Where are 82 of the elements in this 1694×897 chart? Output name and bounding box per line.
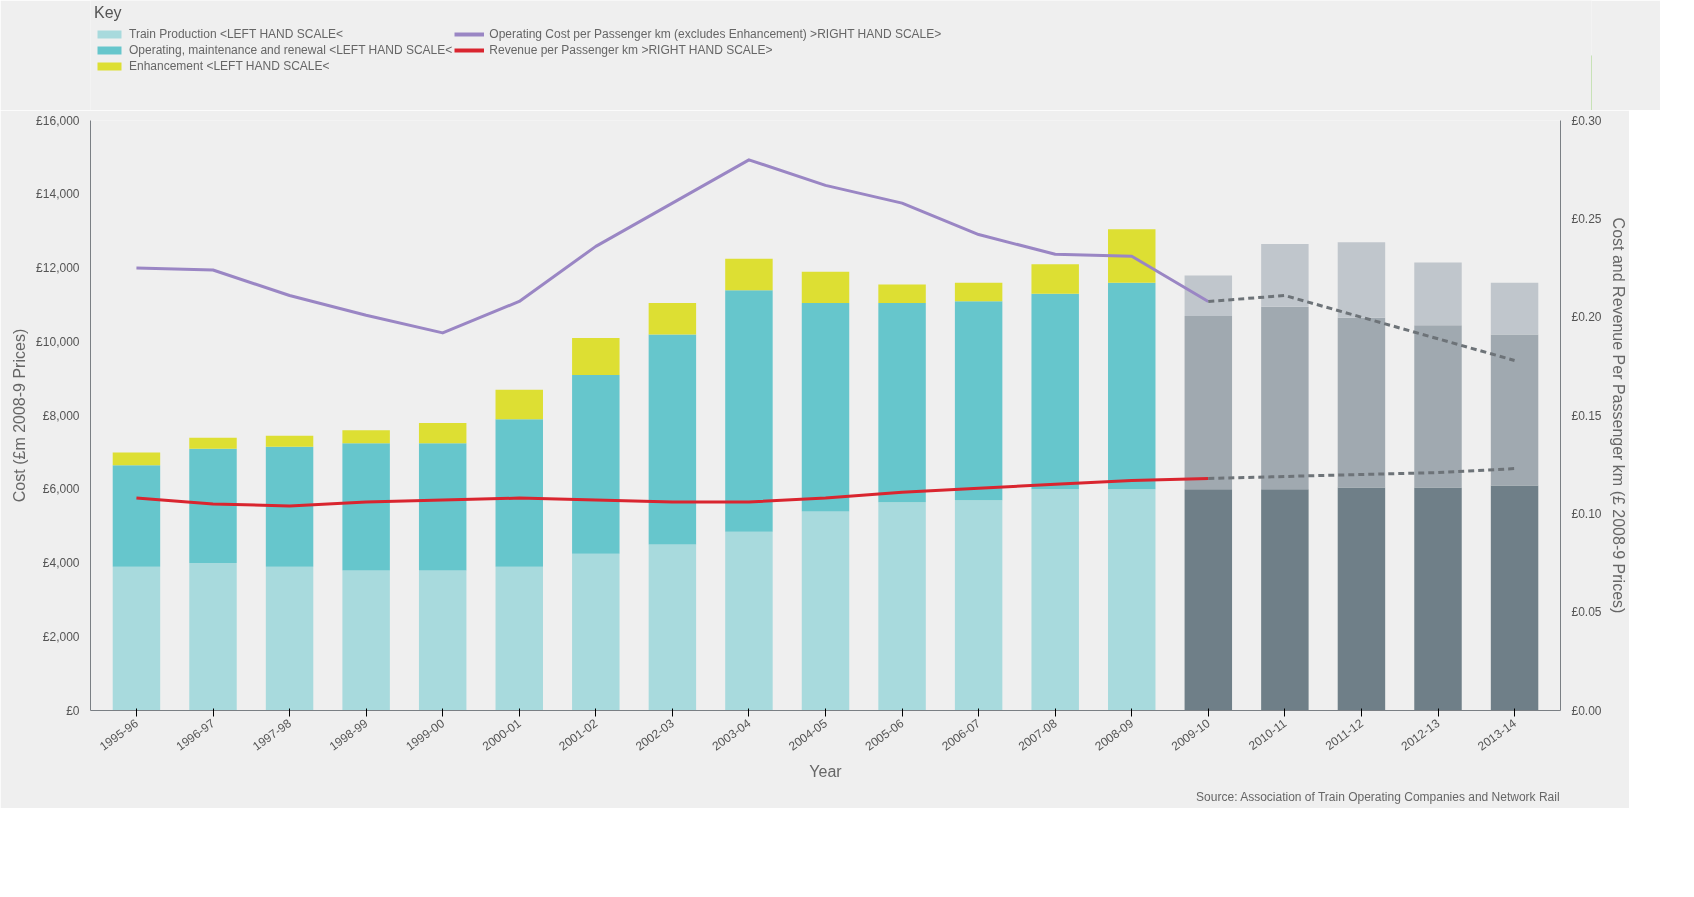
bar — [801, 511, 850, 711]
bar — [189, 437, 237, 449]
bar — [112, 465, 161, 567]
bar — [1337, 317, 1386, 488]
line-series — [134, 158, 1210, 335]
bar — [1414, 325, 1462, 488]
y-tick-label: £2,000 — [42, 629, 80, 644]
bar — [1337, 242, 1386, 318]
bar — [878, 303, 926, 503]
y2-axis-title: Cost and Revenue Per Passenger km (£ 2008-9 Prices) — [1609, 217, 1627, 614]
y2-tick-label: £0.25 — [1571, 211, 1602, 226]
bar — [878, 284, 926, 304]
bar — [418, 443, 467, 571]
line-series — [1206, 467, 1517, 480]
bar — [1031, 489, 1079, 711]
bar — [648, 334, 697, 545]
bar — [1031, 264, 1079, 294]
bar — [1414, 262, 1462, 326]
bar — [265, 435, 314, 447]
bar — [342, 443, 390, 571]
bar — [1261, 306, 1309, 490]
bar — [572, 553, 620, 711]
y2-tick-label: £0.15 — [1571, 408, 1602, 423]
y-tick-label: £10,000 — [36, 334, 80, 349]
legend-label: Operating, maintenance and renewal <LEFT HAND SCALE< — [129, 43, 453, 57]
bar — [954, 282, 1003, 302]
bar — [495, 566, 543, 711]
bar — [572, 338, 620, 375]
bar — [1490, 282, 1539, 335]
line-series — [1206, 294, 1517, 362]
bar — [1184, 275, 1233, 316]
y-tick-label: £4,000 — [42, 556, 80, 570]
legend-label: Enhancement <LEFT HAND SCALE< — [129, 59, 330, 73]
bar — [112, 566, 161, 711]
y2-tick-label: £0.20 — [1571, 310, 1602, 325]
bar — [801, 303, 850, 512]
legend-label: Train Production <LEFT HAND SCALE< — [129, 27, 344, 41]
bar — [265, 566, 314, 711]
bar — [495, 389, 543, 420]
y-tick-label: £8,000 — [42, 408, 80, 423]
bar — [1184, 315, 1233, 490]
bar — [1108, 282, 1156, 490]
bar — [418, 422, 467, 444]
bar — [572, 374, 620, 554]
legend-label: Operating Cost per Passenger km (excludes Enhancement) >RIGHT HAND SCALE> — [489, 27, 942, 41]
bar — [954, 301, 1003, 501]
bar — [878, 502, 926, 711]
bar — [1261, 244, 1309, 307]
bar — [418, 570, 467, 711]
x-axis-title: Year — [809, 762, 843, 780]
bar — [1108, 229, 1156, 283]
bar — [495, 419, 543, 567]
y-tick-label: £14,000 — [36, 187, 80, 202]
y-tick-label: £6,000 — [42, 482, 80, 497]
y-axis-title: Cost (£m 2008-9 Prices) — [11, 328, 29, 503]
bar — [725, 258, 773, 291]
y-tick-label: £12,000 — [36, 261, 80, 275]
bar — [189, 563, 237, 711]
source-note: Source: Association of Train Operating Companies and Network Rail — [1196, 789, 1560, 804]
bar — [1108, 489, 1156, 711]
y2-tick-label: £0.30 — [1571, 113, 1602, 128]
bar — [112, 452, 161, 466]
y-tick-label: £16,000 — [36, 113, 80, 128]
bar — [189, 448, 237, 563]
legend-title: Key — [94, 4, 123, 22]
y2-tick-label: £0.10 — [1571, 506, 1602, 521]
bar — [801, 271, 850, 304]
bar — [648, 544, 697, 711]
line-series — [134, 476, 1210, 508]
bar — [648, 303, 697, 335]
bar — [725, 531, 773, 711]
legend-label: Revenue per Passenger km >RIGHT HAND SCALE> — [489, 43, 773, 57]
y-tick-label: £0 — [66, 703, 80, 718]
bar — [725, 290, 773, 532]
bar — [342, 570, 390, 711]
bar — [265, 446, 314, 567]
bar — [1031, 293, 1079, 490]
bar — [954, 500, 1003, 711]
bar — [342, 430, 390, 444]
y2-tick-label: £0.00 — [1571, 703, 1602, 718]
y2-tick-label: £0.05 — [1571, 605, 1602, 620]
bar — [1490, 334, 1539, 486]
